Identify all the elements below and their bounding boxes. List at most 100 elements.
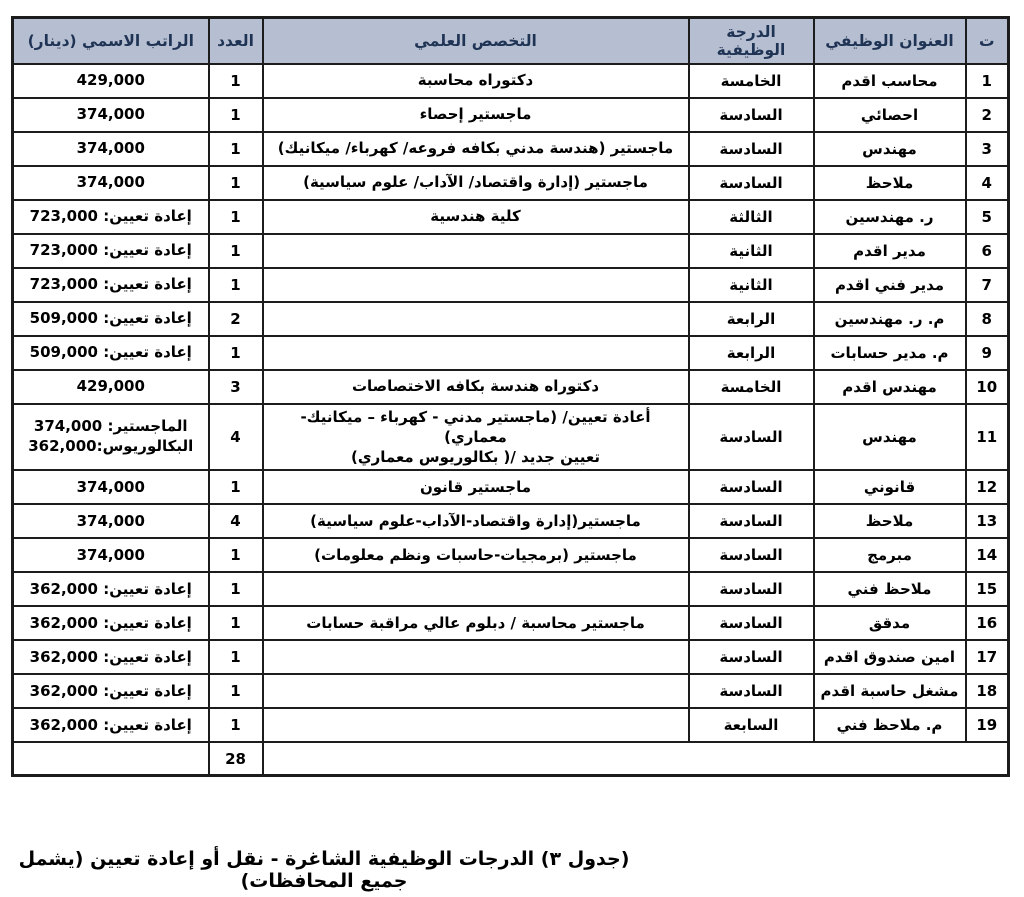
cell-salary: إعادة تعيين: 362,000 [11,639,210,676]
cell-job-grade: السادسة [687,402,815,472]
total-merged-cell [261,741,1010,777]
table-body: 1 محاسب اقدم الخامسة دكتوراه محاسبة 1 42… [11,62,1010,744]
cell-specialization: ماجستير (هندسة مدني بكافه فروعه/ كهرباء/… [261,130,690,167]
table-row: 5 ر. مهندسين الثالثة كلية هندسية 1 إعادة… [11,198,1010,235]
cell-job-title: ملاحظ فني [812,571,967,608]
cell-specialization [261,707,690,744]
cell-row-number: 15 [964,571,1010,608]
table-row: 9 م. مدير حسابات الرابعة 1 إعادة تعيين: … [11,334,1010,371]
cell-count: 1 [207,707,264,744]
cell-job-grade: السادسة [687,605,815,642]
cell-salary: 374,000 [11,96,210,133]
cell-count: 1 [207,639,264,676]
cell-salary: 374,000 [11,130,210,167]
cell-specialization: ماجستير(إدارة واقتصاد-الآداب-علوم سياسية… [261,503,690,540]
cell-count: 1 [207,605,264,642]
cell-count: 1 [207,537,264,574]
cell-count: 3 [207,368,264,405]
cell-job-title: احصائي [812,96,967,133]
cell-row-number: 11 [964,402,1010,472]
cell-row-number: 19 [964,707,1010,744]
cell-job-grade: السادسة [687,469,815,506]
table-row: 15 ملاحظ فني السادسة 1 إعادة تعيين: 362,… [11,571,1010,608]
cell-job-title: مهندس [812,402,967,472]
table-row: 8 م. ر. مهندسين الرابعة 2 إعادة تعيين: 5… [11,300,1010,337]
cell-specialization: كلية هندسية [261,198,690,235]
cell-row-number: 3 [964,130,1010,167]
cell-count: 2 [207,300,264,337]
cell-job-grade: السادسة [687,503,815,540]
cell-count: 1 [207,164,264,201]
cell-row-number: 9 [964,334,1010,371]
cell-job-title: محاسب اقدم [812,62,967,99]
cell-job-grade: السابعة [687,707,815,744]
cell-salary: إعادة تعيين: 362,000 [11,605,210,642]
cell-job-grade: الثالثة [687,198,815,235]
cell-job-grade: السادسة [687,96,815,133]
cell-row-number: 18 [964,673,1010,710]
cell-specialization: ماجستير محاسبة / دبلوم عالي مراقبة حسابا… [261,605,690,642]
table-row: 19 م. ملاحظ فني السابعة 1 إعادة تعيين: 3… [11,707,1010,744]
table-row: 18 مشغل حاسبة اقدم السادسة 1 إعادة تعيين… [11,673,1010,710]
cell-row-number: 4 [964,164,1010,201]
cell-specialization: أعادة تعيين/ (ماجستير مدني - كهرباء – مي… [261,402,690,472]
cell-salary: 374,000 [11,164,210,201]
table-row: 7 مدير فني اقدم الثانية 1 إعادة تعيين: 7… [11,266,1010,303]
cell-salary: 429,000 [11,62,210,99]
table-row: 6 مدير اقدم الثانية 1 إعادة تعيين: 723,0… [11,232,1010,269]
cell-salary: إعادة تعيين: 362,000 [11,673,210,710]
total-salary-cell [11,741,210,777]
cell-job-grade: الرابعة [687,300,815,337]
cell-salary: إعادة تعيين: 509,000 [11,334,210,371]
cell-job-title: مبرمج [812,537,967,574]
cell-job-title: ملاحظ [812,164,967,201]
cell-count: 1 [207,232,264,269]
cell-row-number: 6 [964,232,1010,269]
cell-job-grade: السادسة [687,164,815,201]
cell-salary: 374,000 [11,503,210,540]
table-row: 2 احصائي السادسة ماجستير إحصاء 1 374,000 [11,96,1010,133]
cell-job-title: مهندس اقدم [812,368,967,405]
cell-specialization [261,232,690,269]
table-footer: 28 [11,741,1010,777]
cell-count: 1 [207,130,264,167]
table-row: 12 قانوني السادسة ماجستير قانون 1 374,00… [11,469,1010,506]
cell-salary: 374,000 [11,537,210,574]
cell-job-title: ر. مهندسين [812,198,967,235]
cell-salary: 374,000 [11,469,210,506]
cell-specialization [261,673,690,710]
cell-job-grade: السادسة [687,537,815,574]
table-row: 11 مهندس السادسة أعادة تعيين/ (ماجستير م… [11,402,1010,472]
cell-row-number: 10 [964,368,1010,405]
cell-row-number: 1 [964,62,1010,99]
cell-salary: 429,000 [11,368,210,405]
cell-specialization [261,266,690,303]
cell-row-number: 7 [964,266,1010,303]
table-caption: (جدول ٣) الدرجات الوظيفية الشاغرة - نقل … [18,848,630,892]
cell-row-number: 13 [964,503,1010,540]
table-row: 3 مهندس السادسة ماجستير (هندسة مدني بكاف… [11,130,1010,167]
cell-specialization: ماجستير (إدارة واقتصاد/ الآداب/ علوم سيا… [261,164,690,201]
cell-specialization [261,639,690,676]
cell-job-grade: السادسة [687,130,815,167]
cell-specialization: ماجستير قانون [261,469,690,506]
header-row-number: ت [964,16,1010,65]
table-header: ت العنوان الوظيفي الدرجة الوظيفية التخصص… [11,16,1010,65]
cell-specialization: ماجستير إحصاء [261,96,690,133]
cell-job-grade: الرابعة [687,334,815,371]
cell-job-grade: الثانية [687,266,815,303]
cell-row-number: 12 [964,469,1010,506]
cell-count: 1 [207,96,264,133]
cell-job-title: م. مدير حسابات [812,334,967,371]
cell-count: 1 [207,198,264,235]
cell-job-title: ملاحظ [812,503,967,540]
cell-job-grade: الثانية [687,232,815,269]
cell-row-number: 5 [964,198,1010,235]
cell-specialization: ماجستير (برمجيات-حاسبات ونظم معلومات) [261,537,690,574]
cell-job-title: مدير فني اقدم [812,266,967,303]
cell-count: 4 [207,503,264,540]
cell-salary: إعادة تعيين: 509,000 [11,300,210,337]
cell-row-number: 8 [964,300,1010,337]
vacancies-table: ت العنوان الوظيفي الدرجة الوظيفية التخصص… [11,16,1010,777]
